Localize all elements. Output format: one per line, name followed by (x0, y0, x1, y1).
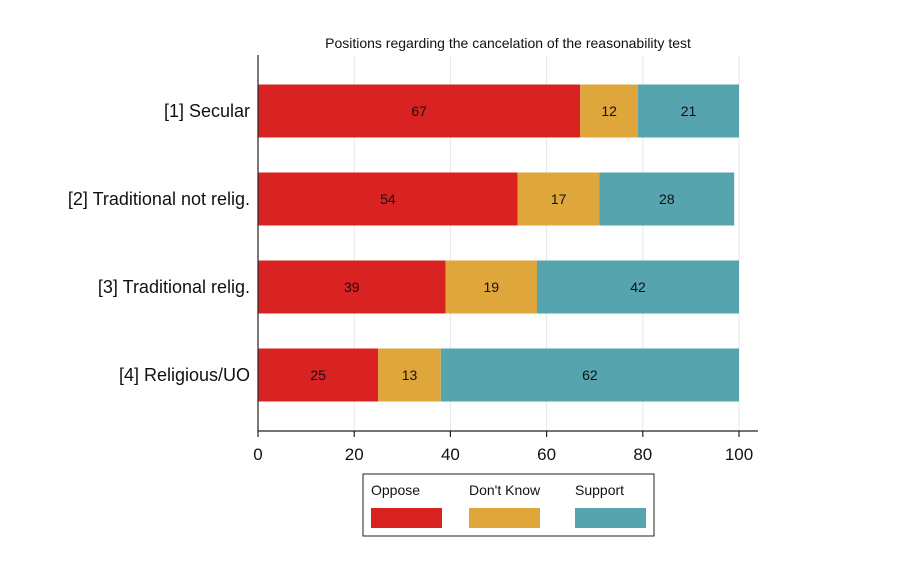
bar-segment (258, 348, 379, 402)
bars: 67 12 21 54 17 28 39 19 42 25 13 62 (258, 84, 739, 402)
bar-segment (258, 260, 446, 314)
category-label: [2] Traditional not relig. (68, 189, 250, 209)
x-tick-label: 60 (537, 445, 556, 464)
x-tick-label: 80 (633, 445, 652, 464)
x-tick-label: 0 (253, 445, 262, 464)
legend-label: Oppose (371, 482, 420, 498)
data-label: 54 (380, 191, 396, 207)
data-label: 28 (659, 191, 675, 207)
category-label: [1] Secular (164, 101, 250, 121)
bar-segment (599, 172, 735, 226)
bar-segment (378, 348, 441, 402)
data-label: 39 (344, 279, 360, 295)
bar-segment (445, 260, 537, 314)
bar-segment (258, 172, 518, 226)
bar-segment (440, 348, 739, 402)
data-label: 62 (582, 367, 598, 383)
category-labels: [1] Secular [2] Traditional not relig. [3]… (68, 101, 250, 385)
bar-segment (580, 84, 638, 138)
data-label: 13 (402, 367, 418, 383)
data-label: 19 (483, 279, 499, 295)
data-label: 42 (630, 279, 646, 295)
data-label: 17 (551, 191, 567, 207)
x-ticks: 0 20 40 60 80 100 (253, 431, 753, 464)
axes (257, 55, 758, 432)
bar-segment (258, 84, 581, 138)
x-tick-label: 20 (345, 445, 364, 464)
bar-segment (637, 84, 739, 138)
legend: Oppose Don't Know Support (362, 473, 655, 537)
legend-swatch (371, 508, 442, 528)
legend-swatch (469, 508, 540, 528)
legend-swatch (575, 508, 646, 528)
legend-label: Don't Know (469, 482, 541, 498)
chart-title: Positions regarding the cancelation of t… (325, 35, 691, 51)
x-tick-label: 40 (441, 445, 460, 464)
category-label: [4] Religious/UO (119, 365, 250, 385)
data-label: 25 (310, 367, 326, 383)
bar-segment (536, 260, 739, 314)
data-label: 21 (681, 103, 697, 119)
legend-label: Support (575, 482, 624, 498)
category-label: [3] Traditional relig. (98, 277, 250, 297)
data-label: 12 (601, 103, 617, 119)
data-label: 67 (411, 103, 427, 119)
bar-segment (517, 172, 600, 226)
x-tick-label: 100 (725, 445, 753, 464)
